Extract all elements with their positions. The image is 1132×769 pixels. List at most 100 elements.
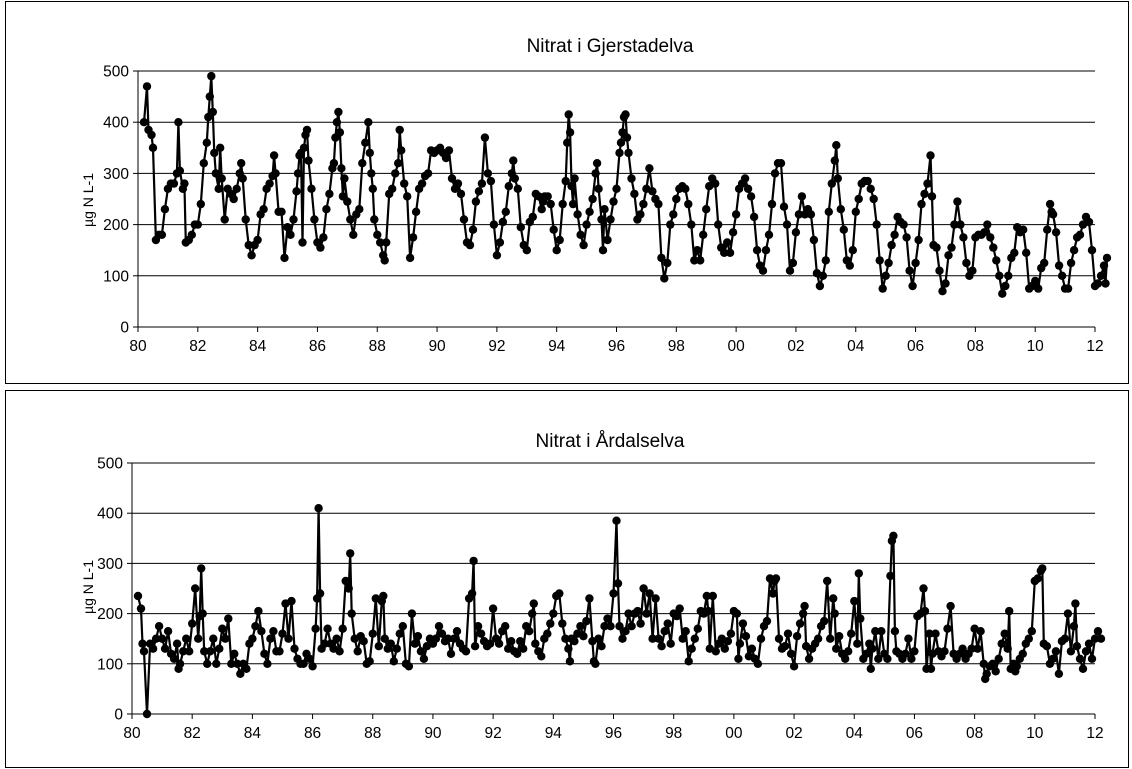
data-point: [651, 594, 660, 603]
data-point: [901, 649, 910, 658]
data-point: [824, 207, 833, 216]
x-tick-label: 80: [123, 725, 141, 742]
data-point: [1022, 248, 1031, 257]
x-tick-label: 98: [665, 725, 682, 742]
data-point: [702, 591, 711, 601]
data-point: [221, 634, 230, 643]
data-point: [1090, 634, 1100, 643]
data-point: [133, 591, 143, 601]
data-point: [477, 179, 487, 188]
data-point: [337, 164, 346, 173]
data-point: [408, 233, 418, 242]
data-point: [244, 240, 253, 250]
data-point: [513, 649, 522, 658]
data-point: [645, 164, 654, 173]
data-point: [485, 639, 495, 648]
data-point: [761, 246, 771, 255]
data-point: [657, 253, 666, 263]
data-point: [214, 184, 223, 193]
data-point: [1034, 284, 1043, 293]
data-point: [247, 251, 256, 260]
data-point: [986, 233, 995, 242]
data-point: [355, 205, 364, 214]
data-point: [537, 652, 546, 661]
data-point: [1078, 664, 1088, 673]
data-point: [633, 606, 642, 616]
data-point: [675, 604, 684, 613]
data-point: [585, 594, 594, 603]
data-point: [465, 240, 475, 250]
data-point: [1063, 609, 1073, 618]
data-point: [654, 199, 663, 209]
x-tick-label: 86: [304, 725, 321, 742]
data-point: [833, 174, 842, 183]
data-point: [1012, 662, 1021, 671]
data-point: [881, 271, 890, 280]
data-point: [648, 634, 657, 643]
data-point: [265, 179, 274, 188]
data-point: [543, 629, 552, 638]
data-point: [884, 258, 893, 268]
data-point: [528, 212, 537, 222]
data-point: [657, 642, 666, 651]
data-point: [389, 657, 398, 666]
data-point: [976, 627, 985, 636]
data-point: [341, 576, 350, 586]
data-point: [564, 644, 573, 653]
data-point: [958, 644, 967, 653]
data-point: [982, 669, 991, 678]
data-point: [205, 92, 214, 101]
data-point: [307, 184, 316, 193]
data-point: [615, 148, 624, 158]
data-point: [154, 622, 164, 631]
series-line: [142, 74, 1109, 295]
data-point: [994, 654, 1003, 663]
x-tick-label: 08: [966, 725, 983, 742]
data-point: [278, 629, 287, 638]
data-point: [983, 220, 992, 229]
x-tick-label: 10: [1026, 725, 1044, 742]
data-point: [809, 235, 819, 245]
data-point: [582, 220, 591, 229]
data-point: [856, 614, 865, 623]
x-tick-label: 90: [424, 725, 442, 742]
x-tick-label: 06: [906, 725, 923, 742]
data-point: [841, 654, 850, 663]
data-point: [202, 138, 211, 147]
data-point: [319, 233, 328, 242]
data-point: [598, 246, 608, 255]
data-point: [883, 654, 892, 663]
data-point: [1099, 261, 1109, 270]
data-point: [284, 634, 293, 643]
data-point: [480, 133, 490, 142]
data-point: [335, 647, 344, 656]
data-point: [180, 179, 189, 188]
y-tick-label: 200: [103, 217, 129, 234]
data-point: [621, 110, 630, 119]
data-point: [911, 258, 920, 268]
data-point: [752, 246, 762, 255]
data-point: [669, 210, 678, 219]
data-point: [932, 243, 941, 252]
data-point: [792, 632, 802, 641]
data-point: [206, 647, 215, 656]
data-point: [501, 207, 510, 216]
data-point: [525, 627, 534, 636]
data-point: [163, 627, 173, 636]
data-point: [904, 634, 913, 643]
data-point: [1081, 647, 1091, 656]
data-point: [277, 207, 286, 216]
data-point: [723, 238, 732, 247]
data-point: [740, 174, 750, 183]
data-point: [558, 619, 567, 628]
data-point: [546, 619, 555, 628]
data-point: [1004, 271, 1013, 280]
data-point: [332, 634, 341, 643]
data-point: [224, 614, 233, 623]
data-point: [910, 647, 919, 656]
data-point: [989, 243, 998, 252]
data-point: [747, 644, 757, 653]
data-point: [832, 644, 841, 653]
data-point: [779, 202, 789, 211]
data-point: [829, 594, 838, 603]
